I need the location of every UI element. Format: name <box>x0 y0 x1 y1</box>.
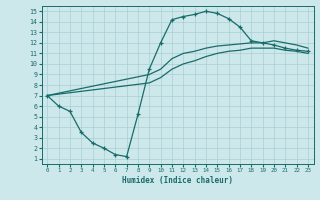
X-axis label: Humidex (Indice chaleur): Humidex (Indice chaleur) <box>122 176 233 185</box>
